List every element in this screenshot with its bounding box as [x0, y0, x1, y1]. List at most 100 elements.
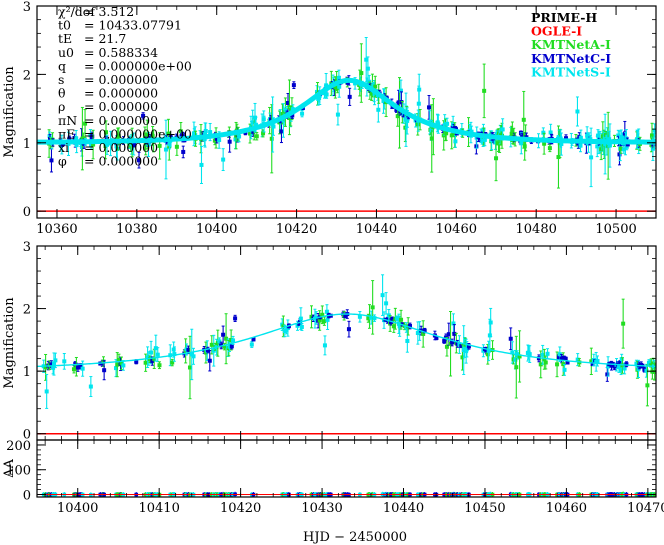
x-axis-title: HJD − 2450000	[303, 530, 407, 545]
data-point	[83, 121, 88, 126]
top-panel: 10360 10380 10400 10420 10440 10460 10480 10500…	[2, 0, 657, 237]
data-point	[486, 348, 491, 353]
data-point	[280, 111, 285, 116]
data-point	[146, 142, 151, 147]
data-point	[365, 66, 370, 71]
data-point	[390, 317, 395, 322]
x-tick-label: 10500	[595, 222, 636, 237]
data-point	[612, 364, 617, 369]
data-point	[650, 146, 655, 151]
data-point	[434, 335, 439, 340]
data-point	[624, 362, 629, 367]
param-label: χ²/dof	[58, 4, 96, 19]
param-label: q	[58, 58, 66, 73]
x-tick-label: 10460	[436, 222, 477, 237]
data-point	[595, 144, 600, 149]
data-point	[254, 134, 259, 139]
data-point	[121, 363, 126, 368]
data-point	[208, 130, 213, 135]
data-point	[565, 360, 570, 365]
x-tick-label: 10420	[276, 222, 317, 237]
data-point	[395, 114, 400, 119]
data-point	[248, 131, 253, 136]
data-point	[114, 366, 119, 371]
plot-frame	[36, 5, 657, 219]
data-point	[324, 309, 329, 314]
param-value: = 0.000000	[84, 72, 158, 87]
data-point	[644, 368, 649, 373]
param-label: πE	[58, 126, 75, 141]
data-point	[369, 91, 374, 96]
data-point	[563, 356, 568, 361]
model-curve	[37, 313, 656, 368]
data-point	[284, 328, 289, 333]
data-point	[116, 134, 121, 139]
param-value: = 0.000000	[84, 140, 158, 155]
data-point	[101, 359, 106, 364]
param-label: u0	[58, 45, 74, 60]
data-point	[557, 352, 562, 357]
data-point	[324, 92, 329, 97]
x-tick-label: 10440	[356, 222, 397, 237]
param-label: θ	[58, 86, 66, 101]
param-label: xi	[58, 140, 69, 155]
data-point	[634, 361, 639, 366]
data-point	[171, 347, 176, 352]
data-point	[231, 338, 236, 343]
data-point	[170, 360, 175, 365]
x-tick-label: 10400	[57, 501, 98, 516]
data-point	[71, 367, 76, 372]
data-point	[618, 360, 623, 365]
param-label: tE	[58, 31, 72, 46]
data-point	[132, 142, 137, 147]
x-tick-label: 10430	[301, 501, 342, 516]
data-point	[595, 133, 600, 138]
fit-parameters: χ²/dof= 3.512 t0 = 10433.07791 tE = 21.7 u0 = …	[58, 4, 192, 169]
data-point	[172, 352, 177, 357]
plot-frame	[36, 439, 657, 498]
data-point	[605, 372, 610, 377]
data-point	[384, 301, 389, 306]
param-label: t0	[58, 18, 71, 33]
data-point	[649, 363, 654, 368]
data-point	[217, 339, 222, 344]
data-point	[381, 99, 386, 104]
data-point	[229, 344, 234, 349]
param-value: = 0.000000	[84, 86, 158, 101]
data-point	[548, 130, 553, 135]
data-point	[517, 354, 522, 359]
legend-entry: KMTNetC-I	[531, 51, 611, 66]
y-tick-label: 1	[23, 137, 31, 152]
data-point	[105, 142, 110, 147]
data-point	[167, 142, 172, 147]
data-point	[217, 138, 222, 143]
data-point	[607, 143, 612, 148]
param-value: = 0.000000	[84, 99, 158, 114]
data-point	[500, 127, 505, 132]
data-point	[621, 147, 626, 152]
param-label: φ	[58, 154, 67, 169]
data-point	[253, 122, 258, 127]
data-point	[477, 135, 482, 140]
data-point	[221, 332, 226, 337]
data-point	[337, 84, 342, 89]
data-point	[299, 324, 304, 329]
data-point	[191, 354, 196, 359]
data-point	[513, 357, 518, 362]
data-point	[143, 360, 148, 365]
data-point	[149, 350, 154, 355]
data-point	[547, 146, 552, 151]
data-point	[519, 141, 524, 146]
data-point	[461, 348, 466, 353]
data-point	[269, 136, 274, 141]
param-value: = 21.7	[84, 31, 126, 46]
data-point	[578, 135, 583, 140]
data-point	[150, 359, 155, 364]
data-point	[444, 344, 449, 349]
data-point	[286, 100, 291, 105]
data-point	[543, 360, 548, 365]
data-point	[44, 389, 49, 394]
data-point	[163, 147, 168, 152]
data-point	[224, 336, 229, 341]
